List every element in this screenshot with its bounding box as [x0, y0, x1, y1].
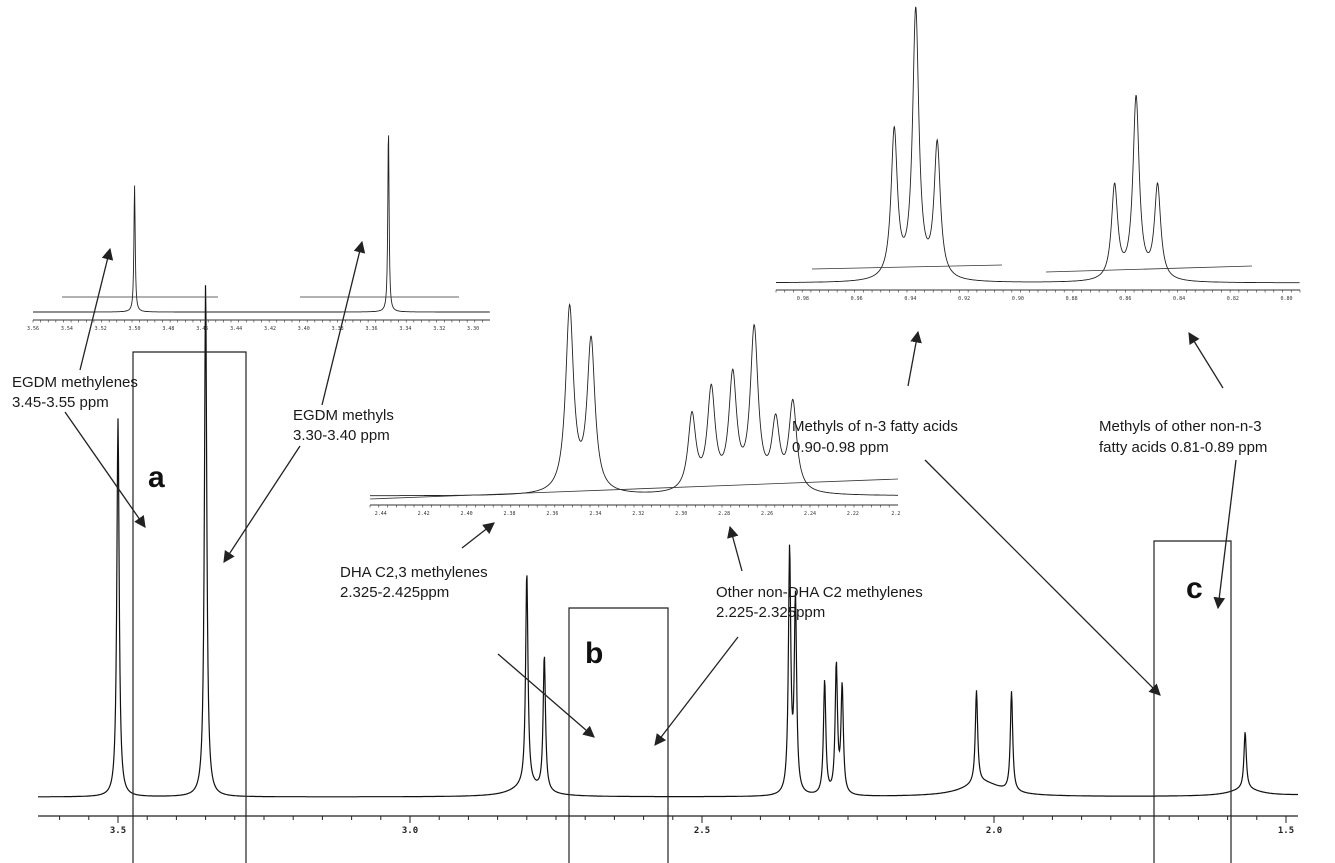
annotation-egdm-methyls-line1: EGDM methyls: [293, 407, 394, 424]
inset-a-trace: [33, 135, 490, 313]
inset-c-tick-label: 0.90: [1012, 296, 1024, 302]
inset-b-tick-label: 2.44: [375, 511, 387, 517]
arrow-to-main-dha: [497, 653, 595, 738]
annotation-egdm-methyls-line2: 3.30-3.40 ppm: [293, 427, 390, 444]
arrow-to-main-methylenes: [64, 411, 146, 528]
inset-a-tick-label: 3.30: [467, 326, 479, 332]
annotation-non-dha-line1: Other non-DHA C2 methylenes: [716, 584, 923, 601]
arrow-to-inset-b-other: [727, 525, 743, 572]
annotation-n3-line2: 0.90-0.98 ppm: [792, 439, 889, 456]
inset-a-tick-label: 3.44: [230, 326, 242, 332]
inset-c-tick-label: 0.82: [1227, 296, 1239, 302]
inset-b-tick-label: 2.38: [503, 511, 515, 517]
inset-a-tick-label: 3.50: [129, 326, 141, 332]
inset-b-tick-labels: 2.44 2.42 2.40 2.38 2.36 2.34 2.32 2.30 2.28 2.26…: [375, 511, 901, 517]
inset-a-tick-label: 3.54: [61, 326, 73, 332]
inset-c-tick-label: 0.84: [1173, 296, 1185, 302]
inset-c-methyls: 0.98 0.96 0.94 0.92 0.90 0.88 0.86 0.84 0.82 0.80: [775, 6, 1301, 302]
inset-b-tick-label: 2.40: [461, 511, 473, 517]
inset-b-tick-label: 2.24: [804, 511, 816, 517]
inset-c-tick-label: 0.92: [958, 296, 970, 302]
inset-b-tick-label: 2.42: [418, 511, 430, 517]
inset-c-trace: [776, 6, 1300, 284]
inset-a-tick-label: 3.52: [95, 326, 107, 332]
main-tick-label: 2.5: [694, 826, 710, 836]
arrow-to-inset-a-methylenes: [79, 247, 114, 371]
inset-a-tick-label: 3.40: [298, 326, 310, 332]
arrow-to-inset-c-n3: [907, 330, 922, 387]
arrow-to-main-non-n3: [1213, 459, 1237, 610]
annotation-dha-line2: 2.325-2.425ppm: [340, 584, 449, 601]
inset-a-tick-label: 3.46: [196, 326, 208, 332]
region-letter-a: a: [148, 461, 165, 494]
annotation-non-n3-line1: Methyls of other non-n-3: [1099, 418, 1262, 435]
annotation-egdm-methylenes-line1: EGDM methylenes: [12, 374, 138, 391]
main-tick-label: 3.0: [402, 826, 418, 836]
inset-b-tick-label: 2.34: [589, 511, 601, 517]
inset-a-tick-label: 3.38: [332, 326, 344, 332]
inset-c-tick-label: 0.88: [1066, 296, 1078, 302]
inset-c-tick-label: 0.96: [851, 296, 863, 302]
inset-c-tick-label: 0.80: [1281, 296, 1293, 302]
inset-a-tick-label: 3.48: [162, 326, 174, 332]
main-tick-label: 3.5: [110, 826, 126, 836]
inset-c-integral-line: [1045, 265, 1253, 273]
arrow-to-inset-c-non-n3: [1188, 332, 1224, 389]
arrow-to-inset-b-dha: [461, 522, 495, 549]
arrow-to-main-other: [654, 636, 739, 746]
main-tick-label: 2.0: [986, 826, 1002, 836]
annotation-dha-line1: DHA C2,3 methylenes: [340, 564, 488, 581]
main-tick-label: 1.5: [1278, 826, 1294, 836]
arrow-to-inset-a-methyls: [321, 240, 366, 406]
region-box-a: [132, 351, 247, 863]
inset-b-trace: [370, 303, 898, 497]
inset-a-tick-label: 3.56: [27, 326, 39, 332]
inset-b-tick-label: 2.2: [891, 511, 900, 517]
annotation-egdm-methylenes-line2: 3.45-3.55 ppm: [12, 394, 109, 411]
annotation-n3-line1: Methyls of n-3 fatty acids: [792, 418, 958, 435]
region-letter-c: c: [1186, 572, 1203, 605]
inset-a-egdm: 3.56 3.54 3.52 3.50 3.48 3.46 3.44 3.42 3.40 3.38…: [27, 135, 490, 332]
annotation-non-n3-line2: fatty acids 0.81-0.89 ppm: [1099, 439, 1267, 456]
inset-b-tick-label: 2.30: [675, 511, 687, 517]
inset-a-tick-labels: 3.56 3.54 3.52 3.50 3.48 3.46 3.44 3.42 3.40 3.38…: [27, 326, 479, 332]
inset-c-integral-line: [811, 264, 1003, 270]
arrow-to-main-methyls: [223, 445, 301, 563]
inset-a-tick-label: 3.34: [399, 326, 411, 332]
inset-b-tick-label: 2.36: [546, 511, 558, 517]
annotation-non-dha-line2: 2.225-2.325ppm: [716, 604, 825, 621]
inset-b-tick-label: 2.28: [718, 511, 730, 517]
inset-b-tick-label: 2.22: [847, 511, 859, 517]
inset-c-tick-label: 0.86: [1119, 296, 1131, 302]
inset-b-integral-line: [369, 478, 899, 500]
inset-b-methylenes: 2.44 2.42 2.40 2.38 2.36 2.34 2.32 2.30 2.28 2.26…: [369, 303, 901, 517]
inset-c-tick-labels: 0.98 0.96 0.94 0.92 0.90 0.88 0.86 0.84 0.82 0.80: [797, 296, 1293, 302]
inset-a-tick-label: 3.36: [365, 326, 377, 332]
arrow-to-main-n3: [924, 459, 1161, 696]
region-letter-b: b: [585, 637, 603, 670]
inset-c-tick-label: 0.98: [797, 296, 809, 302]
region-boxes: a b c: [132, 351, 1232, 863]
region-box-b: [568, 607, 669, 863]
inset-b-tick-label: 2.32: [632, 511, 644, 517]
inset-a-tick-label: 3.42: [264, 326, 276, 332]
main-tick-labels: 3.53.02.52.01.51.0: [110, 826, 1294, 836]
region-box-c: [1153, 540, 1232, 863]
inset-c-tick-label: 0.94: [904, 296, 916, 302]
inset-b-tick-label: 2.26: [761, 511, 773, 517]
inset-a-tick-label: 3.32: [433, 326, 445, 332]
